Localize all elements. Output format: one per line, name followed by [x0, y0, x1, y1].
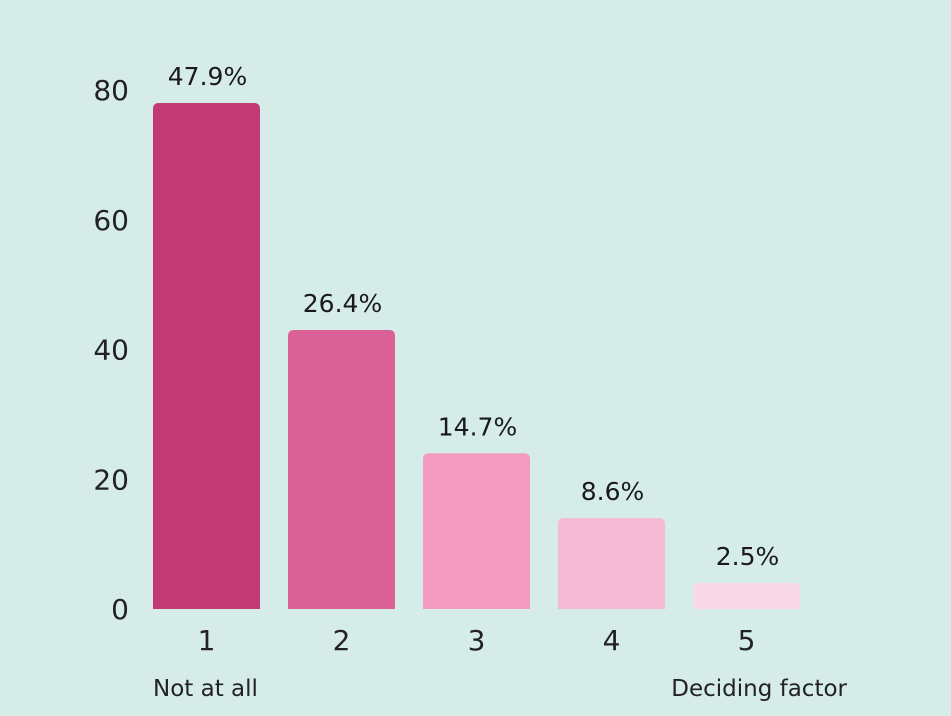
- bar-1: [153, 102, 260, 609]
- x-tick-label-5: 5: [738, 624, 756, 657]
- scale-high-label: Deciding factor: [671, 676, 847, 702]
- x-tick-label-1: 1: [198, 624, 216, 657]
- y-tick-label: 0: [111, 593, 129, 626]
- bars: [153, 102, 800, 609]
- bar-3: [423, 453, 530, 609]
- x-axis-ticks: 1 2 3 4 5: [198, 624, 756, 657]
- bar-4: [558, 518, 665, 609]
- y-tick-label: 60: [93, 204, 129, 237]
- x-tick-label-3: 3: [468, 624, 486, 657]
- data-labels: 47.9% 26.4% 14.7% 8.6% 2.5%: [168, 62, 779, 571]
- data-label-4: 8.6%: [581, 477, 645, 506]
- data-label-1: 47.9%: [168, 62, 247, 91]
- data-label-2: 26.4%: [303, 289, 382, 318]
- data-label-3: 14.7%: [438, 412, 517, 441]
- bar-2: [288, 330, 395, 609]
- scale-low-label: Not at all: [153, 676, 258, 702]
- x-tick-label-2: 2: [333, 624, 351, 657]
- y-axis-ticks: 0 20 40 60 80: [93, 74, 129, 626]
- x-tick-label-4: 4: [603, 624, 621, 657]
- bar-5: [693, 583, 800, 609]
- y-tick-label: 40: [93, 334, 129, 367]
- data-label-5: 2.5%: [716, 542, 780, 571]
- y-tick-label: 80: [93, 74, 129, 107]
- y-tick-label: 20: [93, 463, 129, 496]
